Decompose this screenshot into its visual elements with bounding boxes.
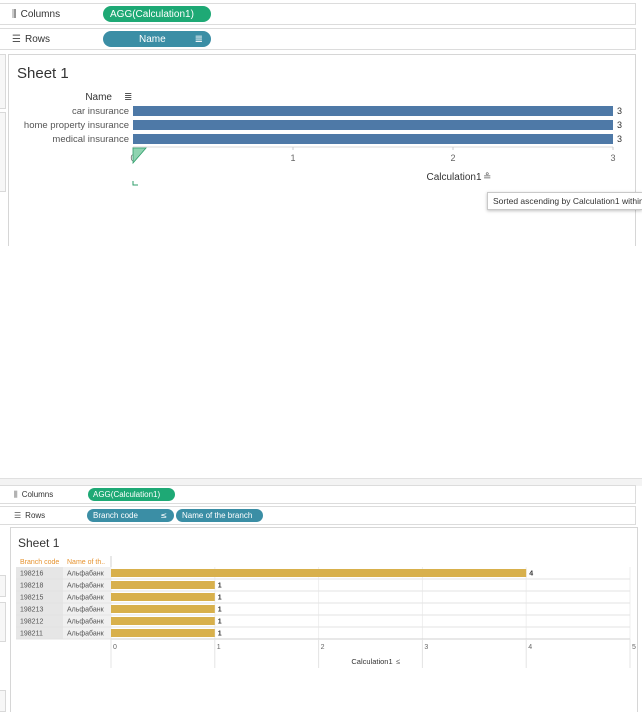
data-label: 3 xyxy=(617,106,622,116)
bar xyxy=(133,120,613,130)
sort-icon: ≣ xyxy=(124,92,132,103)
side-pane-stub xyxy=(0,54,6,109)
side-pane-stub xyxy=(0,602,6,642)
branch-name-cell: Альфабанк xyxy=(67,618,105,626)
axis-title: Calculation1 xyxy=(426,172,481,183)
bar xyxy=(111,629,215,637)
row-header-name: Name xyxy=(85,92,112,103)
data-label: 1 xyxy=(218,607,222,614)
rows-pill-name[interactable]: Name ≣ xyxy=(103,31,211,47)
columns-icon: ⫼ xyxy=(12,8,17,20)
sort-tooltip: Sorted ascending by Calculation1 within xyxy=(487,192,642,210)
columns-pill-calculation1[interactable]: AGG(Calculation1) xyxy=(88,488,175,501)
columns-shelf-label: ⫼ Columns xyxy=(14,489,54,500)
row-label: medical insurance xyxy=(52,134,129,145)
rows-shelf-label: ☰ Rows xyxy=(14,511,46,520)
branch-name-cell: Альфабанк xyxy=(67,630,105,638)
columns-shelf-label: ⫼ Columns xyxy=(12,8,61,20)
rows-pill-branch-code[interactable]: Branch code ≤ xyxy=(87,509,174,522)
bar xyxy=(111,605,215,613)
column-header-branch-name: Name of th.. xyxy=(67,559,105,566)
branch-code-cell: 198212 xyxy=(20,619,43,626)
tick-label: 0 xyxy=(113,644,117,651)
sheet-view-top: Sheet 1 xyxy=(8,54,636,246)
row-label: car insurance xyxy=(72,106,129,117)
tick-label: 3 xyxy=(424,644,428,651)
bar xyxy=(111,569,527,577)
branch-name-cell: Альфабанк xyxy=(67,594,105,602)
column-header-branch-code: Branch code xyxy=(20,559,59,566)
tab-strip-remnant xyxy=(0,478,642,486)
branch-code-cell: 198215 xyxy=(20,595,43,602)
sheet-title: Sheet 1 xyxy=(17,65,69,82)
corner-marker-icon xyxy=(132,181,138,186)
axis-title: Calculation1 xyxy=(351,657,392,666)
rows-pill-name-of-the-branch[interactable]: Name of the branch xyxy=(176,509,263,522)
branch-name-cell: Альфабанк xyxy=(67,570,105,578)
bar-chart-top: Name ≣ car insurance 3 home property insuran… xyxy=(24,92,622,186)
columns-pill-calculation1[interactable]: AGG(Calculation1) xyxy=(103,6,211,22)
drag-handle-icon xyxy=(132,147,147,165)
rows-icon: ☰ xyxy=(12,33,21,45)
sort-descending-icon[interactable]: ≤ xyxy=(160,511,167,520)
bar xyxy=(133,106,613,116)
side-pane-stub xyxy=(0,112,6,192)
tick-label: 2 xyxy=(321,644,325,651)
branch-name-cell: Альфабанк xyxy=(67,606,105,614)
rows-icon: ☰ xyxy=(14,511,22,520)
axis-sort-icon: ≤ xyxy=(396,657,400,666)
columns-icon: ⫼ xyxy=(14,489,18,499)
data-label: 1 xyxy=(218,595,222,602)
tick-label: 4 xyxy=(528,644,532,651)
tick-label: 2 xyxy=(450,153,455,163)
branch-code-cell: 198216 xyxy=(20,571,43,578)
branch-name-cell: Альфабанк xyxy=(67,582,105,590)
bar xyxy=(133,134,613,144)
tick-label: 3 xyxy=(610,153,615,163)
tick-label: 1 xyxy=(217,644,221,651)
axis-sort-icon: ≗ xyxy=(483,172,491,183)
branch-code-cell: 198218 xyxy=(20,583,43,590)
side-pane-stub xyxy=(0,575,6,597)
branch-code-cell: 198211 xyxy=(20,631,43,638)
tick-label: 1 xyxy=(290,153,295,163)
data-label: 4 xyxy=(529,571,533,578)
data-label: 1 xyxy=(218,583,222,590)
rows-shelf-label: ☰ Rows xyxy=(12,33,50,45)
sort-ascending-icon[interactable]: ≣ xyxy=(194,33,203,45)
data-label: 3 xyxy=(617,120,622,130)
row-label: home property insurance xyxy=(24,120,129,131)
branch-code-cell: 198213 xyxy=(20,607,43,614)
data-label: 3 xyxy=(617,134,622,144)
tick-label: 5 xyxy=(632,644,636,651)
bar xyxy=(111,617,215,625)
bar xyxy=(111,593,215,601)
bar xyxy=(111,581,215,589)
data-label: 1 xyxy=(218,631,222,638)
sheet-title: Sheet 1 xyxy=(18,536,60,550)
data-label: 1 xyxy=(218,619,222,626)
